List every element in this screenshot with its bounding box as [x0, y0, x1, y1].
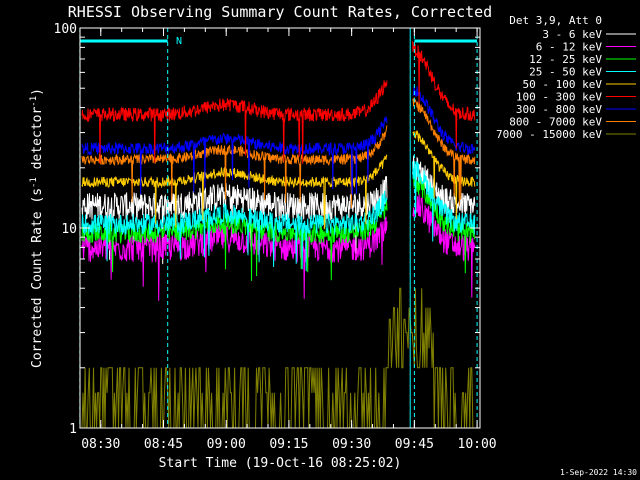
x-tick-label: 09:30 [332, 437, 371, 452]
y-axis-label-end: ) [30, 88, 45, 96]
legend-label: 7000 - 15000 keV [496, 128, 602, 141]
y-axis-label-sup1: -1 [29, 177, 39, 188]
legend-header: Det 3,9, Att 0 [509, 14, 602, 27]
y-axis-label-mid: detector [30, 107, 45, 178]
legend-label: 6 - 12 keV [536, 41, 603, 54]
y-tick-label: 1 [69, 422, 77, 437]
y-axis-label-sup2: -1 [29, 96, 39, 107]
x-tick-label: 09:00 [207, 437, 246, 452]
series-line-300-800-kev [81, 86, 476, 196]
attenuator-flag-label: N [176, 36, 182, 47]
x-axis-label: Start Time (19-Oct-16 08:25:02) [159, 456, 402, 471]
legend-label: 3 - 6 keV [542, 28, 602, 41]
legend-label: 800 - 7000 keV [509, 116, 602, 129]
x-tick-label: 09:45 [395, 437, 434, 452]
series-line-25-50-kev [81, 161, 476, 272]
x-tick-label: 10:00 [458, 437, 497, 452]
legend-label: 100 - 300 keV [516, 91, 602, 104]
legend-label: 300 - 800 keV [516, 103, 602, 116]
x-tick-label: 08:45 [144, 437, 183, 452]
x-tick-label: 08:30 [81, 437, 120, 452]
series-line-800-7000-kev [81, 97, 476, 208]
series-layer [81, 41, 476, 429]
legend-label: 12 - 25 keV [529, 53, 602, 66]
series-line-3-6-kev [81, 155, 476, 265]
axis-layer: 08:30 08:45 09:00 09:15 09:30 09:45 10:00 1 10 10… [54, 22, 497, 452]
y-tick-label: 100 [54, 22, 77, 37]
legend-label: 25 - 50 keV [529, 66, 602, 79]
y-axis-label-main: Corrected Count Rate (s [30, 188, 45, 368]
series-line-100-300-kev [81, 41, 476, 164]
y-tick-label: 10 [61, 222, 77, 237]
chart-title: RHESSI Observing Summary Count Rates, Co… [68, 3, 492, 21]
y-axis-label: Corrected Count Rate (s-1 detector-1) [29, 88, 45, 368]
generation-timestamp: 1-Sep-2022 14:30 [560, 468, 637, 477]
legend-label: 50 - 100 keV [523, 78, 603, 91]
x-tick-label: 09:15 [269, 437, 308, 452]
